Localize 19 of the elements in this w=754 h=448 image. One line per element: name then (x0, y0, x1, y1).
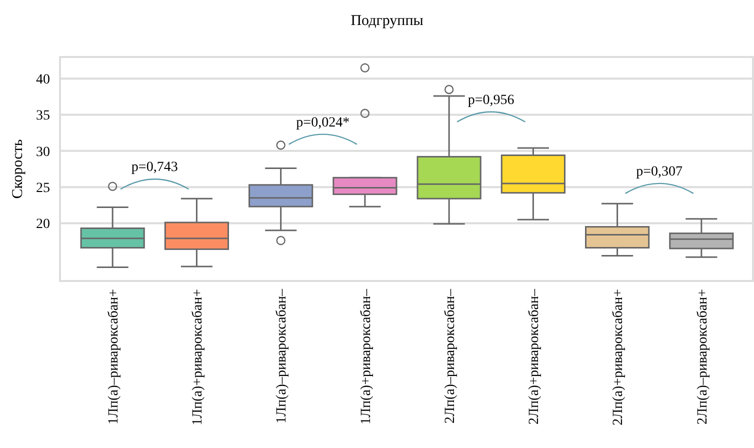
annotation: p=0,307 (636, 164, 683, 180)
x-tick-label: 1Лп(а)–ривароксабан– (274, 288, 290, 424)
x-tick-label: 1Лп(а)+ривароксабан– (358, 288, 374, 424)
x-tick-label: 2Лп(а)–ривароксабан+ (695, 288, 710, 424)
chart-title: Подгруппы (350, 13, 424, 29)
y-axis-title: Скорость (10, 139, 26, 199)
y-tick-label: 20 (36, 217, 50, 232)
annotation: p=0,743 (131, 160, 178, 176)
x-tick-label: 1Лп(а)+ривароксабан+ (190, 288, 206, 426)
x-tick-label: 2Лп(а)–ривароксабан– (442, 288, 458, 424)
annotation: p=0,024* (296, 115, 350, 130)
x-tick-label: 1Лп(а)–ривароксабан+ (106, 288, 122, 424)
y-tick-label: 35 (36, 108, 50, 124)
x-tick-label: 2Лп(а)+ривароксабан– (527, 288, 542, 424)
y-tick-label: 40 (36, 72, 50, 88)
y-tick-label: 30 (36, 144, 50, 160)
y-tick-label: 25 (36, 180, 50, 196)
annotation: p=0,956 (468, 92, 514, 108)
x-tick-label: 2Лп(а)+ривароксабан+ (611, 288, 626, 426)
